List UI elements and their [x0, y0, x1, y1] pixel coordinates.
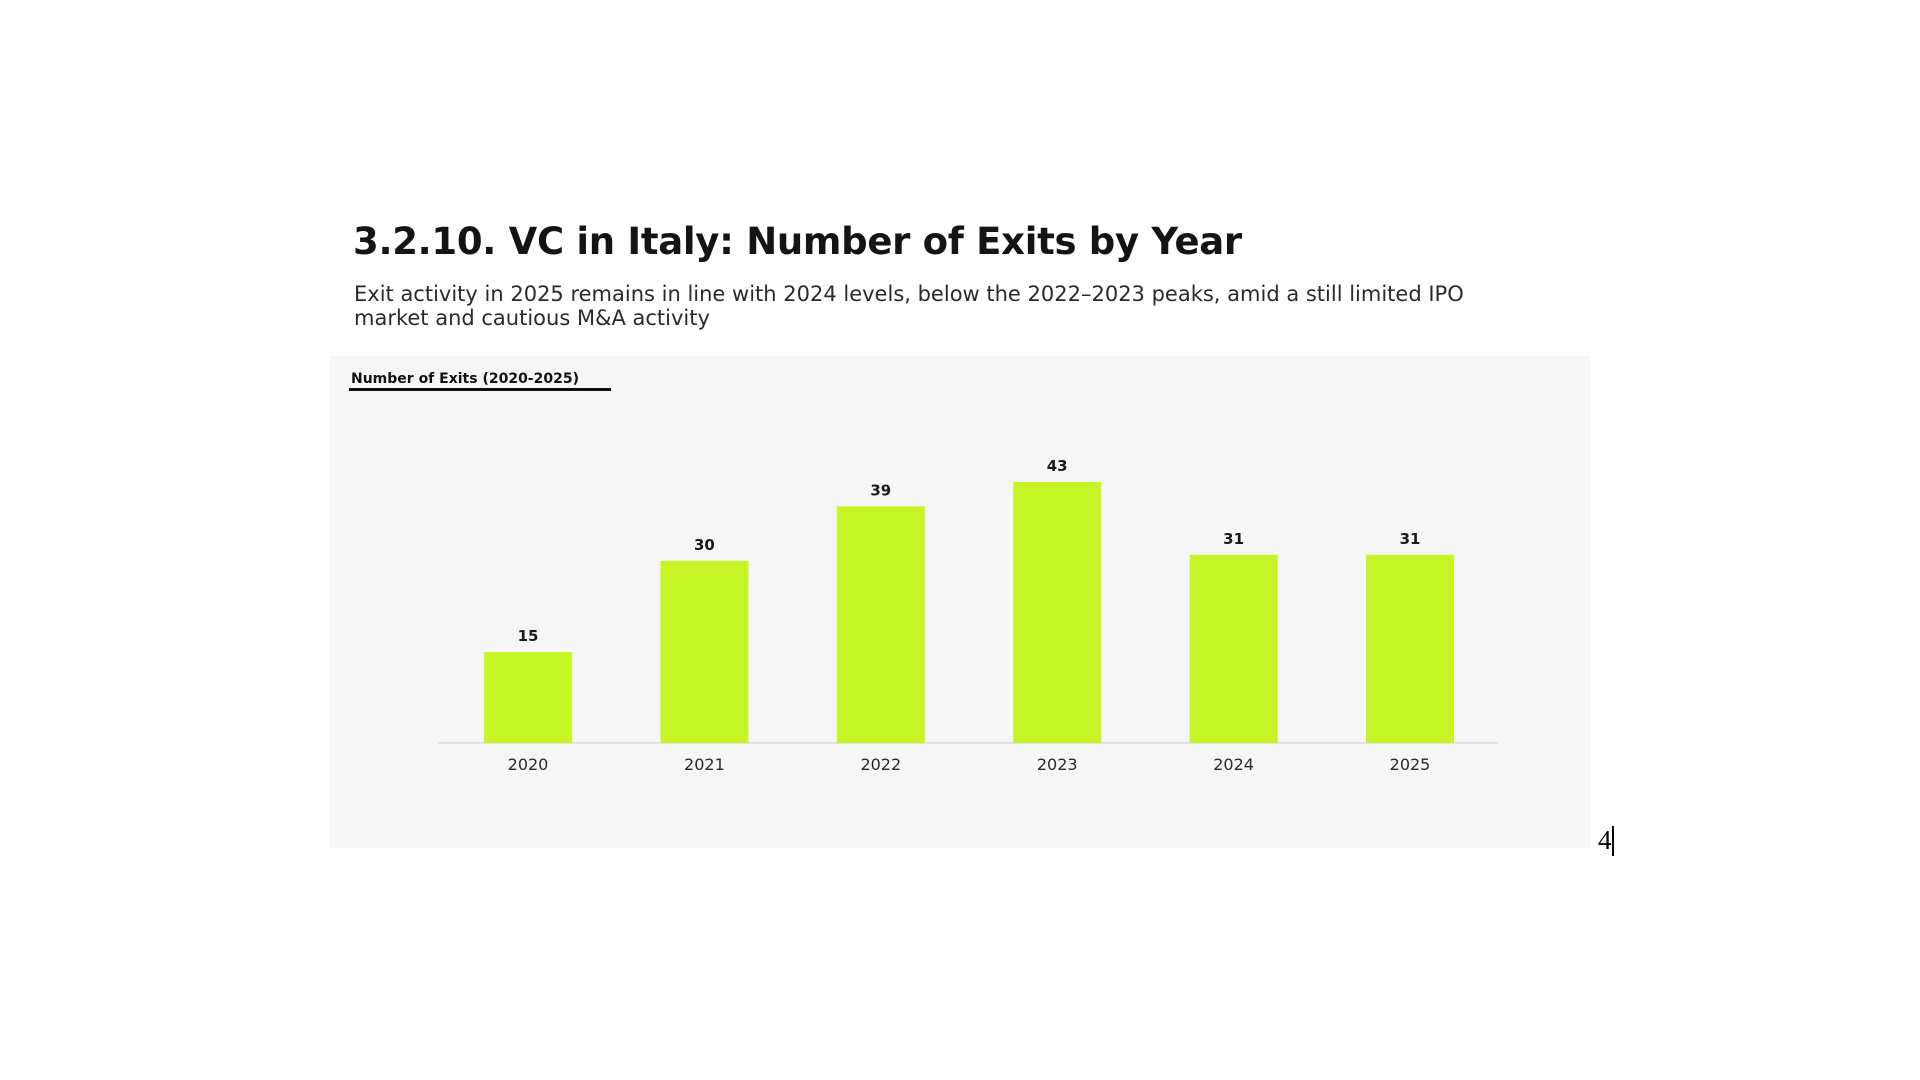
chart-title-underline	[349, 388, 611, 391]
page-title: 3.2.10. VC in Italy: Number of Exits by …	[353, 220, 1242, 263]
chart-panel	[329, 356, 1591, 848]
text-cursor	[1612, 826, 1614, 856]
page-number: 4	[1598, 825, 1612, 855]
page-subtitle: Exit activity in 2025 remains in line wi…	[354, 282, 1464, 330]
chart-title: Number of Exits (2020-2025)	[351, 371, 579, 387]
